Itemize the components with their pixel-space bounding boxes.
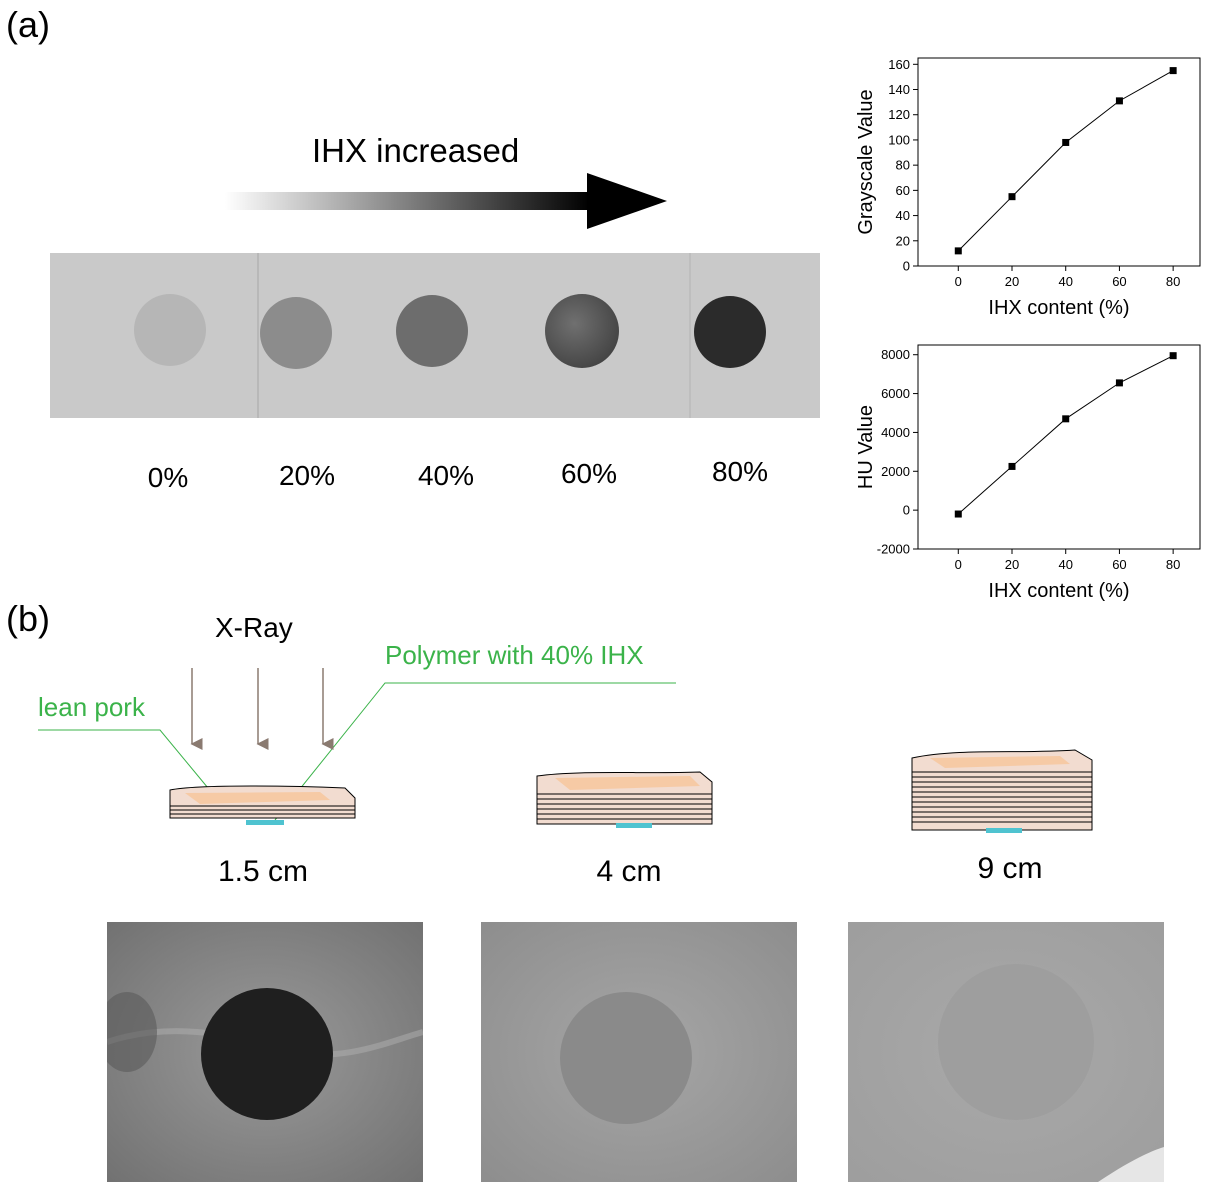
data-point xyxy=(1115,379,1123,387)
x-axis-label: IHX content (%) xyxy=(988,297,1129,319)
lean-pork-label: lean pork xyxy=(38,692,145,722)
y-tick-label: -2000 xyxy=(877,542,910,557)
y-tick-label: 160 xyxy=(888,57,910,72)
arrow-label: IHX increased xyxy=(312,132,520,169)
data-point xyxy=(1062,415,1070,423)
plot-frame xyxy=(917,57,1201,267)
panel-label-a: (a) xyxy=(6,4,50,45)
xray-image-4cm xyxy=(481,922,797,1182)
sample-disc-20 xyxy=(260,297,332,369)
plot-frame xyxy=(917,344,1201,550)
data-point xyxy=(1062,138,1070,146)
sample-label: 0% xyxy=(147,462,189,493)
y-tick-label: 40 xyxy=(896,208,910,223)
y-tick-label: 100 xyxy=(888,132,910,147)
x-tick-label: 80 xyxy=(1166,274,1180,289)
data-point xyxy=(1169,352,1177,360)
thickness-label: 9 cm xyxy=(977,852,1043,885)
thickness-label: 4 cm xyxy=(596,855,662,888)
y-tick-label: 0 xyxy=(903,503,910,518)
sample-disc-60 xyxy=(545,294,619,368)
data-point xyxy=(1115,97,1123,105)
hu-chart: 0 20 40 60 80 -2000 0 2000 4000 6000 8000 IHX conte… xyxy=(855,344,1201,602)
y-tick-label: 140 xyxy=(888,82,910,97)
x-tick-label: 0 xyxy=(955,274,962,289)
sample-disc-80 xyxy=(694,296,766,368)
data-point xyxy=(1169,67,1177,75)
data-point xyxy=(954,510,962,518)
y-tick-label: 20 xyxy=(896,233,910,248)
y-tick-label: 8000 xyxy=(881,347,910,362)
sample-xray-strip xyxy=(50,253,820,418)
grayscale-chart: 0 20 40 60 80 0 20 40 60 80 100 120 140 160 IHX conten… xyxy=(855,57,1201,319)
x-tick-label: 60 xyxy=(1112,557,1126,572)
y-tick-label: 4000 xyxy=(881,425,910,440)
y-axis-label: Grayscale Value xyxy=(855,89,877,234)
x-tick-label: 40 xyxy=(1058,557,1072,572)
y-tick-label: 80 xyxy=(896,158,910,173)
series-line xyxy=(957,70,1174,252)
y-axis-label: HU Value xyxy=(855,405,877,489)
lean-pork-leader xyxy=(38,729,209,789)
x-tick-label: 40 xyxy=(1058,274,1072,289)
schematic-diagram xyxy=(38,668,1093,833)
data-point xyxy=(954,247,962,255)
y-tick-label: 120 xyxy=(888,107,910,122)
polymer-label: Polymer with 40% IHX xyxy=(385,640,644,670)
sample-disc-0 xyxy=(134,294,206,366)
data-point xyxy=(1008,193,1016,201)
pork-stack-thick xyxy=(911,749,1093,833)
y-tick-label: 6000 xyxy=(881,386,910,401)
panel-label-b: (b) xyxy=(6,598,50,639)
x-tick-label: 60 xyxy=(1112,274,1126,289)
polymer-leader xyxy=(274,682,676,821)
x-tick-label: 20 xyxy=(1005,557,1019,572)
xray-image-9cm xyxy=(848,922,1164,1182)
y-tick-label: 60 xyxy=(896,183,910,198)
sample-label: 60% xyxy=(560,458,618,489)
y-tick-label: 2000 xyxy=(881,464,910,479)
pork-stack-thin xyxy=(169,785,356,825)
sample-label: 20% xyxy=(278,460,336,491)
xray-label: X-Ray xyxy=(215,612,293,643)
data-point xyxy=(1008,462,1016,470)
sample-label: 40% xyxy=(417,460,475,491)
x-axis-label: IHX content (%) xyxy=(988,580,1129,602)
x-tick-label: 0 xyxy=(955,557,962,572)
thickness-label: 1.5 cm xyxy=(217,855,309,888)
xray-image-1-5cm xyxy=(107,922,423,1182)
sample-disc-40 xyxy=(396,295,468,367)
ihx-increase-arrow xyxy=(225,173,667,229)
arrow-head xyxy=(587,173,667,229)
series-line xyxy=(957,355,1174,515)
arrow-shaft xyxy=(225,192,590,210)
y-tick-label: 0 xyxy=(903,259,910,274)
sample-label: 80% xyxy=(711,456,769,487)
x-tick-label: 80 xyxy=(1166,557,1180,572)
x-tick-label: 20 xyxy=(1005,274,1019,289)
pork-stack-medium xyxy=(536,771,713,828)
